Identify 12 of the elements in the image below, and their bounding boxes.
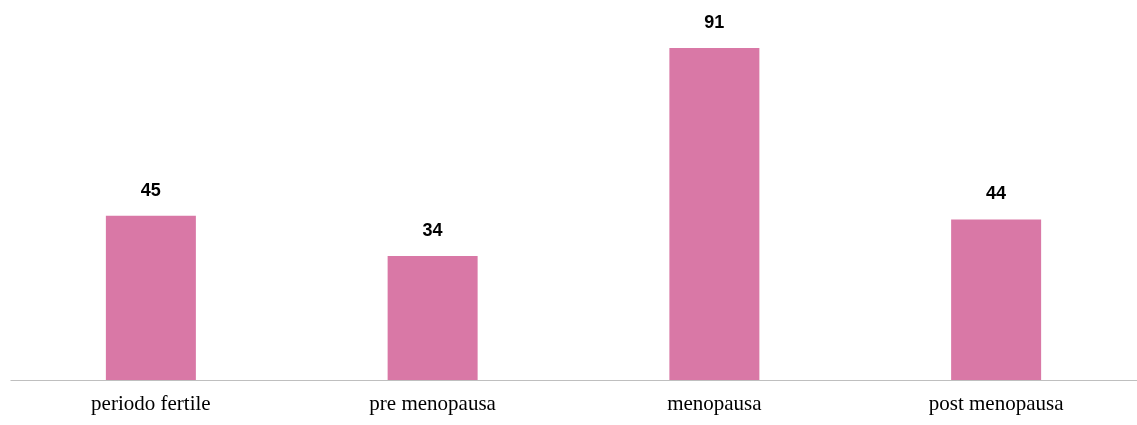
- x-tick-label: pre menopausa: [369, 390, 497, 415]
- bar: [951, 219, 1042, 380]
- data-label: 34: [422, 219, 443, 240]
- data-label: 44: [986, 183, 1007, 204]
- data-label: 91: [704, 12, 725, 32]
- x-tick-label: periodo fertile: [91, 390, 211, 415]
- data-label: 45: [140, 179, 161, 200]
- bar: [669, 48, 760, 380]
- bar: [105, 215, 196, 380]
- x-tick-label: post menopausa: [928, 390, 1065, 415]
- x-tick-label: menopausa: [667, 390, 763, 415]
- bar: [387, 255, 478, 380]
